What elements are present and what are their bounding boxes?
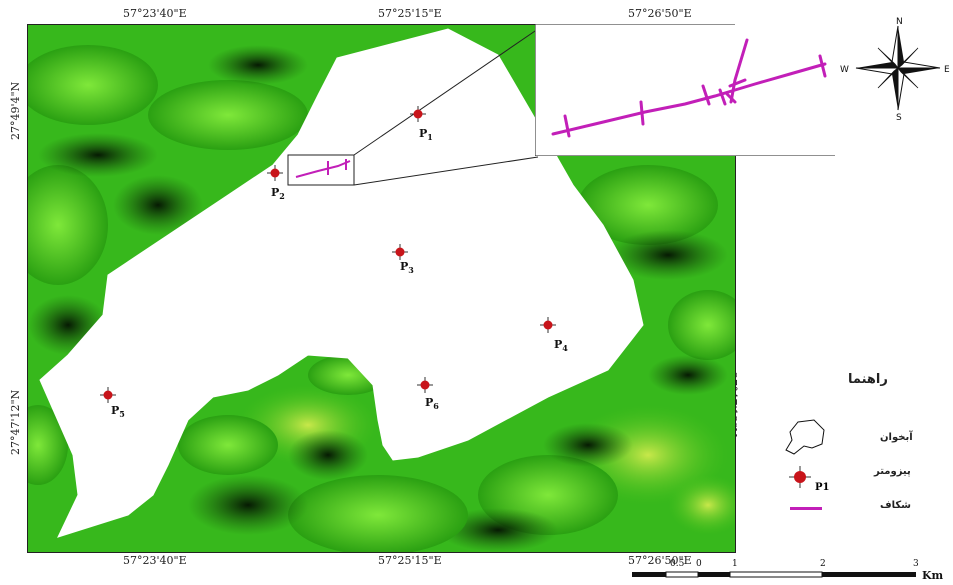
- piezometer-label-sub: 3: [408, 265, 414, 275]
- scale-bar: 0.5 0 1 2 3 Km: [630, 553, 952, 582]
- piezometer-p6[interactable]: P6: [417, 377, 439, 411]
- piezometer-label-sub: 4: [562, 343, 568, 353]
- piezometer-label-letter: P: [400, 260, 408, 273]
- scale-tick-2: 2: [820, 559, 826, 569]
- svg-text:P4: P4: [554, 338, 568, 353]
- piezometer-label-letter: P: [271, 186, 279, 199]
- svg-text:P3: P3: [400, 260, 414, 275]
- terrain-texture: [28, 45, 735, 552]
- fracture-box: [287, 154, 355, 186]
- north-arrow: N S W E: [838, 16, 950, 123]
- coord-bottom-left: 57°23'40"E: [123, 554, 187, 567]
- legend-fracture-icon: [790, 507, 822, 510]
- compass-w: W: [840, 65, 849, 75]
- zoom-line-bottom: [353, 156, 539, 186]
- fracture-enlarged: [551, 38, 827, 138]
- legend-piezometer-icon: [788, 465, 812, 493]
- piezometer-label-sub: 6: [433, 401, 439, 411]
- fracture-inset: [534, 23, 835, 157]
- compass-e: E: [944, 65, 950, 75]
- legend-fracture-label: شکاف: [880, 500, 912, 511]
- piezometer-label-letter: P: [554, 338, 562, 351]
- coord-top-mid: 57°25'15"E: [378, 7, 442, 20]
- coord-top-left: 57°23'40"E: [123, 7, 187, 20]
- coord-bottom-right: 57°26'50"E: [628, 554, 692, 567]
- piezometer-label-letter: P: [419, 127, 427, 140]
- scale-unit: Km: [922, 569, 944, 581]
- scale-tick-1: 1: [732, 559, 738, 569]
- legend-piezometer-sample: P1: [815, 482, 830, 493]
- legend-aquifer-icon: [782, 418, 830, 462]
- piezometer-p2[interactable]: P2: [267, 165, 285, 201]
- piezometer-label-sub: 5: [119, 409, 125, 419]
- svg-text:P6: P6: [425, 396, 439, 411]
- zoom-line-top: [353, 28, 539, 156]
- scale-tick-3: 3: [913, 559, 919, 569]
- piezometer-label-letter: P: [111, 404, 119, 417]
- compass-s: S: [896, 113, 902, 120]
- compass-n: N: [896, 17, 903, 27]
- legend-piezometer-label: پیزومتر: [874, 466, 911, 477]
- aquifer-boundary: [39, 28, 644, 538]
- coord-top-right: 57°26'50"E: [628, 7, 692, 20]
- piezometer-label-sub: 2: [279, 191, 285, 201]
- piezometer-p5[interactable]: P5: [100, 387, 125, 419]
- svg-text:P1: P1: [419, 127, 433, 142]
- piezometer-label-sub: 1: [427, 132, 433, 142]
- piezometer-p4[interactable]: P4: [540, 317, 568, 353]
- legend-aquifer-label: آبخوان: [880, 432, 913, 443]
- scale-tick-05: 0.5: [670, 559, 685, 569]
- svg-text:P5: P5: [111, 404, 125, 419]
- coord-bottom-mid: 57°25'15"E: [378, 554, 442, 567]
- legend-title: راهنما: [848, 372, 888, 387]
- coord-left-top: 27°49'4"N: [9, 81, 22, 140]
- coord-left-bottom: 27°47'12"N: [9, 389, 22, 455]
- piezometer-p1[interactable]: P1: [410, 106, 433, 142]
- piezometer-p3[interactable]: P3: [392, 244, 414, 275]
- scale-tick-0: 0: [696, 559, 702, 569]
- piezometer-label-letter: P: [425, 396, 433, 409]
- svg-text:P2: P2: [271, 186, 285, 201]
